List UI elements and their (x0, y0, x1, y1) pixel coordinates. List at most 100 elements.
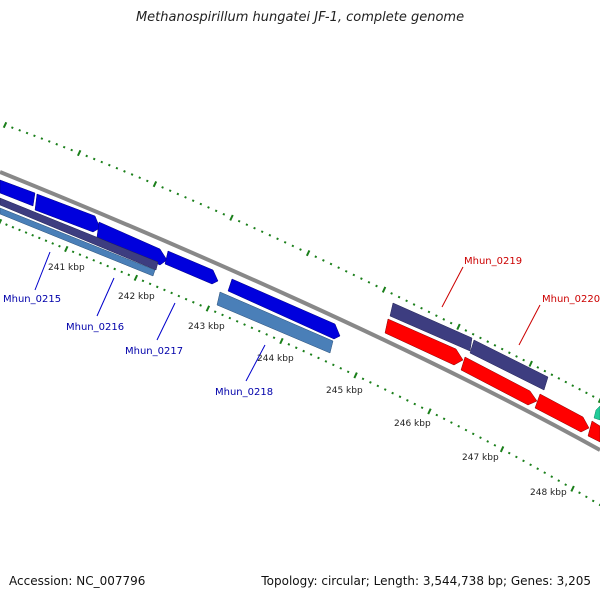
minor-tick (557, 377, 561, 380)
minor-tick (115, 166, 119, 170)
minor-tick (302, 349, 305, 353)
minor-tick (123, 170, 126, 173)
minor-tick (199, 304, 202, 307)
minor-tick (479, 336, 482, 340)
minor-tick (161, 186, 164, 189)
major-tick (427, 408, 432, 415)
major-tick (229, 214, 234, 221)
minor-tick (192, 300, 195, 304)
minor-tick (294, 346, 298, 350)
gene-block-teal[interactable] (593, 405, 600, 421)
minor-tick (47, 140, 51, 143)
minor-tick (427, 310, 431, 314)
major-tick (456, 323, 461, 330)
major-tick (76, 149, 82, 157)
minor-tick (55, 142, 59, 146)
gene-label-mhun-0216[interactable]: Mhun_0216 (66, 322, 124, 333)
minor-tick (557, 479, 561, 482)
minor-tick (346, 370, 350, 374)
gene-block-light-inner[interactable] (0, 207, 156, 277)
minor-tick (391, 391, 394, 395)
minor-tick (168, 189, 172, 193)
minor-tick (100, 160, 104, 164)
major-tick (0, 218, 3, 226)
minor-tick (106, 264, 110, 268)
minor-tick (213, 310, 217, 314)
major-tick (205, 305, 211, 312)
minor-tick (486, 340, 490, 343)
minor-tick (550, 475, 554, 478)
minor-tick (322, 259, 325, 262)
gene-block-navy-inner[interactable] (0, 197, 159, 271)
gene-block-mhun-0216[interactable] (96, 221, 168, 266)
minor-tick (464, 329, 468, 332)
gene-block-red-4[interactable] (587, 420, 600, 443)
major-tick (152, 180, 158, 188)
minor-tick (339, 366, 343, 370)
minor-tick (367, 280, 371, 284)
major-tick (305, 249, 311, 257)
leader-mhun-0217 (156, 302, 176, 341)
minor-tick (479, 436, 482, 439)
minor-tick (585, 391, 588, 395)
minor-tick (228, 316, 232, 320)
gene-block-mhun-0218[interactable] (227, 278, 341, 340)
scale-label: 246 kbp (394, 419, 431, 429)
scale-label: 245 kbp (326, 386, 363, 396)
minor-tick (283, 241, 287, 244)
minor-tick (375, 284, 378, 288)
gene-label-mhun-0217[interactable]: Mhun_0217 (125, 346, 183, 357)
minor-tick (18, 228, 21, 232)
minor-tick (398, 395, 402, 399)
minor-tick (40, 137, 44, 140)
gene-block-red-2[interactable] (460, 356, 538, 406)
gene-block-light-0218[interactable] (216, 291, 334, 354)
gene-block-mhun-0214[interactable] (0, 179, 36, 207)
minor-tick (536, 366, 540, 369)
minor-tick (33, 134, 36, 138)
scale-label: 244 kbp (257, 354, 294, 364)
major-tick (133, 274, 139, 281)
scale-label: 241 kbp (48, 263, 85, 273)
minor-tick (309, 353, 313, 356)
minor-tick (155, 285, 159, 289)
gene-block-red-3[interactable] (534, 393, 590, 433)
gene-block-mhun-0219[interactable] (389, 302, 473, 352)
minor-tick (515, 355, 518, 358)
minor-tick (564, 483, 567, 487)
gene-block-mhun-0215[interactable] (34, 193, 101, 233)
minor-tick (406, 399, 409, 402)
minor-tick (332, 363, 335, 367)
minor-tick (578, 387, 581, 391)
minor-tick (457, 424, 461, 428)
minor-tick (299, 248, 302, 251)
gene-label-mhun-0215[interactable]: Mhun_0215 (3, 294, 61, 305)
minor-tick (184, 297, 188, 301)
gene-label-mhun-0220[interactable]: Mhun_0220 (542, 294, 600, 305)
minor-tick (268, 233, 272, 237)
minor-tick (450, 421, 453, 424)
gene-block-mhun-0217[interactable] (164, 250, 219, 285)
minor-tick (265, 333, 268, 336)
minor-tick (493, 443, 497, 447)
minor-tick (10, 126, 14, 129)
minor-tick (578, 491, 581, 495)
minor-tick (442, 318, 446, 321)
major-tick (353, 372, 358, 379)
gene-block-red-1[interactable] (384, 318, 464, 366)
gene-label-mhun-0219[interactable]: Mhun_0219 (464, 256, 522, 267)
minor-tick (360, 277, 363, 280)
minor-tick (291, 244, 295, 248)
minor-tick (397, 295, 401, 299)
gene-block-mhun-0220[interactable] (469, 339, 549, 391)
minor-tick (184, 195, 187, 199)
minor-tick (522, 358, 525, 362)
minor-tick (376, 384, 380, 388)
minor-tick (486, 440, 490, 443)
genome-backbone (0, 170, 600, 452)
minor-tick (25, 131, 29, 135)
gene-label-mhun-0218[interactable]: Mhun_0218 (215, 387, 273, 398)
leader-mhun-0216 (96, 277, 115, 317)
minor-tick (529, 463, 532, 467)
minor-tick (442, 417, 446, 421)
